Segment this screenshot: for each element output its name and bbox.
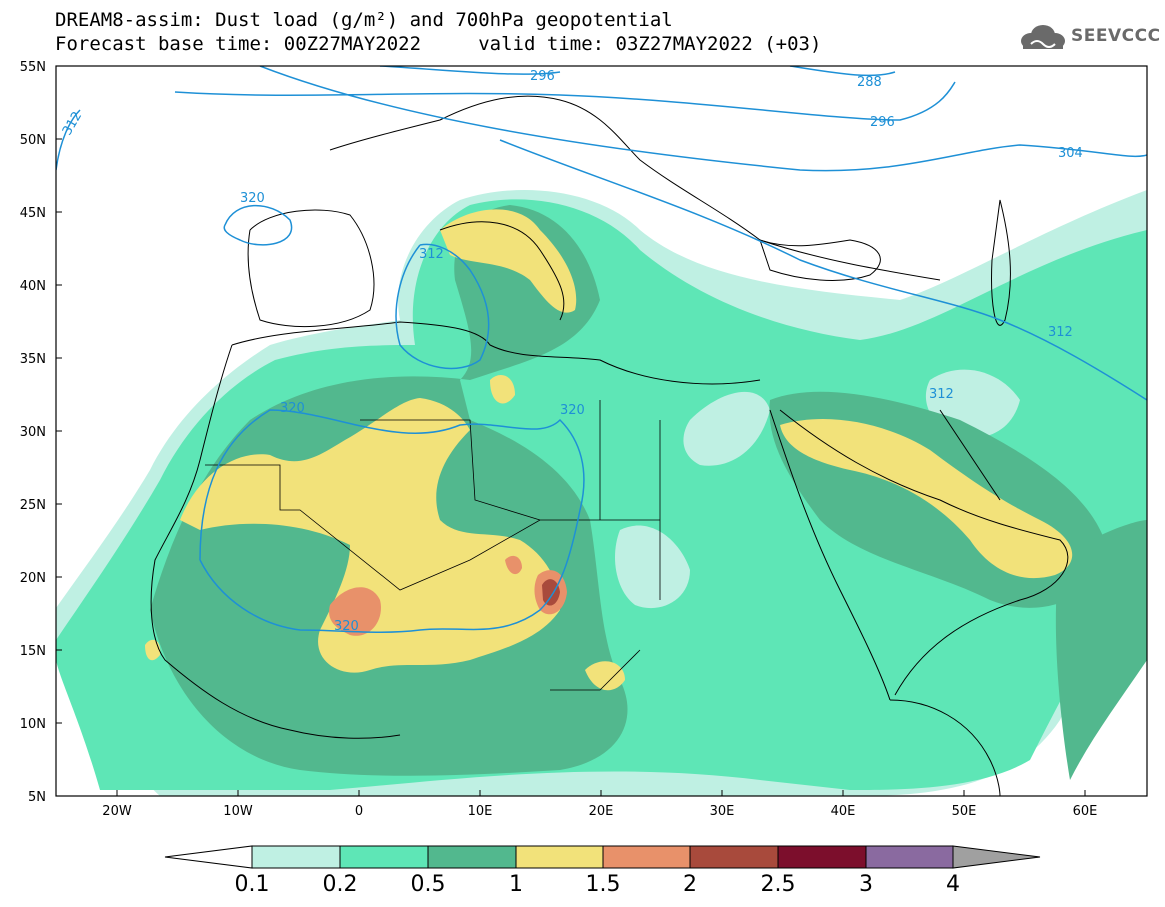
colorbar-under [164, 845, 253, 869]
lon-label: 20W [102, 804, 132, 819]
dust-band-2 [542, 579, 560, 606]
colorbar-segment [602, 845, 691, 869]
lat-label: 30N [20, 425, 46, 440]
contour-296 [174, 81, 956, 121]
lon-label: 50E [952, 804, 977, 819]
colorbar-label: 0.5 [410, 872, 446, 897]
contour-320-iberia [223, 204, 293, 246]
lat-label: 45N [20, 206, 46, 221]
map-title: DREAM8-assim: Dust load (g/m²) and 700hP… [55, 9, 673, 31]
contour-312-med [395, 243, 490, 370]
dust-band-1-libya [490, 375, 515, 404]
contour-label: 296 [530, 69, 555, 84]
colorbar-label: 4 [946, 872, 960, 897]
coast-iberia [247, 209, 375, 327]
lon-label: 10E [468, 804, 493, 819]
coast-red-sea [769, 409, 891, 701]
colorbar-segment [865, 845, 954, 869]
dust-field [56, 190, 1147, 796]
contour-labels: 296 288 296 304 312 320 312 320 312 320 … [60, 69, 1083, 634]
contour-label: 312 [929, 387, 954, 402]
colorbar-segment [427, 845, 517, 869]
dust-band-1-arabia [780, 419, 1073, 579]
contour-label: 312 [1048, 325, 1073, 340]
colorbar-label: 2 [683, 872, 697, 897]
lat-label: 15N [20, 644, 46, 659]
lat-label: 25N [20, 498, 46, 513]
colorbar-label: 0.2 [322, 872, 358, 897]
contour-label: 288 [857, 75, 882, 90]
colorbar-label: 0.1 [234, 872, 270, 897]
coast-arabia [779, 409, 1069, 696]
borders-sahara [205, 400, 661, 691]
seevccc-logo: SEEVCCC [1017, 22, 1160, 52]
logo-text: SEEVCCC [1071, 26, 1161, 46]
colorbar-over [952, 845, 1041, 869]
contour-label: 320 [334, 619, 359, 634]
lon-label: 60E [1073, 804, 1098, 819]
colorbar-segment [251, 845, 341, 869]
contour-288 [789, 66, 896, 77]
lat-label: 55N [20, 60, 46, 75]
contour-label: 320 [280, 401, 305, 416]
coast-europe [329, 95, 941, 281]
coast-east-africa [889, 699, 1001, 796]
contour-304 [259, 66, 1147, 172]
lat-label: 40N [20, 279, 46, 294]
contour-label: 320 [240, 191, 265, 206]
lat-label: 50N [20, 133, 46, 148]
colorbar-segment [777, 845, 867, 869]
lat-label: 20N [20, 571, 46, 586]
geopotential-contours [56, 66, 1147, 633]
cloud-icon [1021, 25, 1065, 49]
colorbar-segment [515, 845, 604, 869]
contour-312-top [56, 109, 81, 171]
contour-296-north [379, 66, 561, 75]
dust-band-1-chad [585, 661, 625, 691]
contour-320-sahara [199, 409, 585, 633]
contour-label: 320 [560, 403, 585, 418]
lon-labels: 20W 10W 0 10E 20E 30E 40E 50E 60E [102, 804, 1097, 819]
dust-band-1.5-small [505, 555, 522, 575]
lat-axis [56, 65, 62, 797]
colorbar-label: 2.5 [760, 872, 796, 897]
contour-312-main [499, 139, 1147, 401]
forecast-time-line: Forecast base time: 00Z27MAY2022 valid t… [55, 33, 822, 55]
coast-black-sea [759, 239, 881, 281]
lat-label: 5N [28, 790, 46, 805]
coast-caspian [991, 199, 1011, 326]
dust-band-1-sahel [145, 639, 161, 661]
lat-label: 35N [20, 352, 46, 367]
lon-label: 0 [355, 804, 363, 819]
coast-north-africa [231, 321, 761, 385]
dust-gap-sudan [615, 525, 690, 609]
lon-label: 20E [589, 804, 614, 819]
coast-west-africa [150, 344, 401, 739]
contour-label: 296 [870, 115, 895, 130]
coast-italy [439, 221, 565, 321]
colorbar-segment [689, 845, 779, 869]
contour-label: 312 [60, 109, 85, 138]
contour-label: 304 [1058, 146, 1083, 161]
lat-labels: 55N 50N 45N 40N 35N 30N 25N 20N 15N 10N … [20, 60, 46, 805]
contour-label: 312 [419, 247, 444, 262]
lon-label: 30E [710, 804, 735, 819]
dust-gap-egypt [683, 391, 770, 466]
coastlines [150, 95, 1069, 796]
coast-persian-gulf [939, 409, 1001, 501]
lat-label: 10N [20, 717, 46, 732]
colorbar-segment [339, 845, 429, 869]
colorbar-label: 3 [859, 872, 873, 897]
dust-band-1.5 [329, 587, 381, 636]
colorbar-label: 1.5 [585, 872, 621, 897]
dust-band-0.5-east [1055, 520, 1147, 780]
colorbar [164, 845, 1041, 869]
lon-axis [116, 790, 1086, 796]
lon-label: 10W [223, 804, 253, 819]
lon-label: 40E [831, 804, 856, 819]
dust-band-1-italy [440, 209, 577, 313]
dust-band-1 [180, 398, 560, 673]
colorbar-label: 1 [509, 872, 523, 897]
